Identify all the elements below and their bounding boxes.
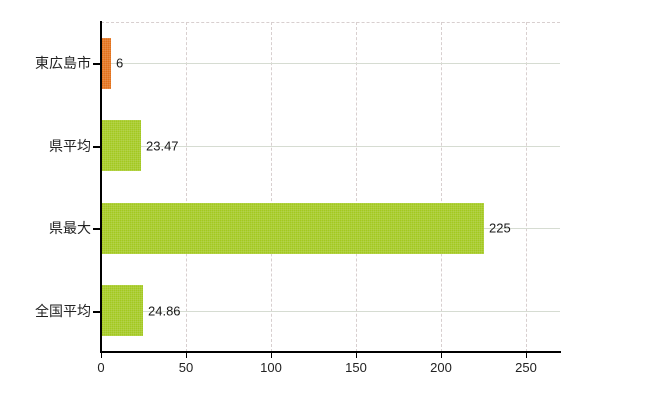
x-tick-label-250: 250: [515, 360, 537, 375]
bar-4[interactable]: [101, 285, 143, 336]
x-tick-label-0: 0: [97, 360, 105, 375]
y-axis-category-labels: 東広島市県平均県最大全国平均: [0, 0, 91, 400]
y-category-label-2: 県平均: [49, 138, 91, 154]
horizontal-gridline: [101, 311, 560, 312]
horizontal-gridline: [101, 146, 560, 147]
vertical-gridline-150: [356, 22, 358, 352]
bar-value-label-2: 23.47: [146, 138, 179, 154]
x-tick-50: [186, 353, 187, 358]
y-tick-2: [93, 146, 101, 148]
x-tick-label-150: 150: [345, 360, 367, 375]
x-tick-250: [526, 353, 527, 358]
plot-top-border: [101, 22, 560, 24]
bar-2[interactable]: [101, 120, 141, 171]
vertical-gridline-250: [526, 22, 528, 352]
y-tick-3: [93, 228, 101, 230]
x-tick-200: [441, 353, 442, 358]
x-axis-line: [100, 351, 561, 353]
bar-3[interactable]: [101, 203, 484, 254]
y-axis-line: [100, 21, 102, 353]
y-category-label-1: 東広島市: [35, 55, 91, 71]
x-tick-label-200: 200: [430, 360, 452, 375]
y-category-label-4: 全国平均: [35, 303, 91, 319]
y-tick-4: [93, 311, 101, 313]
x-tick-150: [356, 353, 357, 358]
vertical-gridline-200: [441, 22, 443, 352]
x-tick-label-50: 50: [178, 360, 194, 375]
bar-1[interactable]: [101, 38, 111, 89]
horizontal-gridline: [101, 63, 560, 64]
x-tick-0: [101, 353, 102, 358]
y-tick-1: [93, 63, 101, 65]
bar-value-label-4: 24.86: [148, 303, 181, 319]
vertical-gridline-100: [271, 22, 273, 352]
x-tick-label-100: 100: [260, 360, 282, 375]
bar-value-label-1: 6: [116, 55, 124, 71]
y-category-label-3: 県最大: [49, 220, 91, 236]
plot-area: 6 23.47 225 24.86: [101, 22, 560, 352]
x-tick-100: [271, 353, 272, 358]
bar-value-label-3: 225: [489, 220, 511, 236]
vertical-gridline-50: [186, 22, 188, 352]
